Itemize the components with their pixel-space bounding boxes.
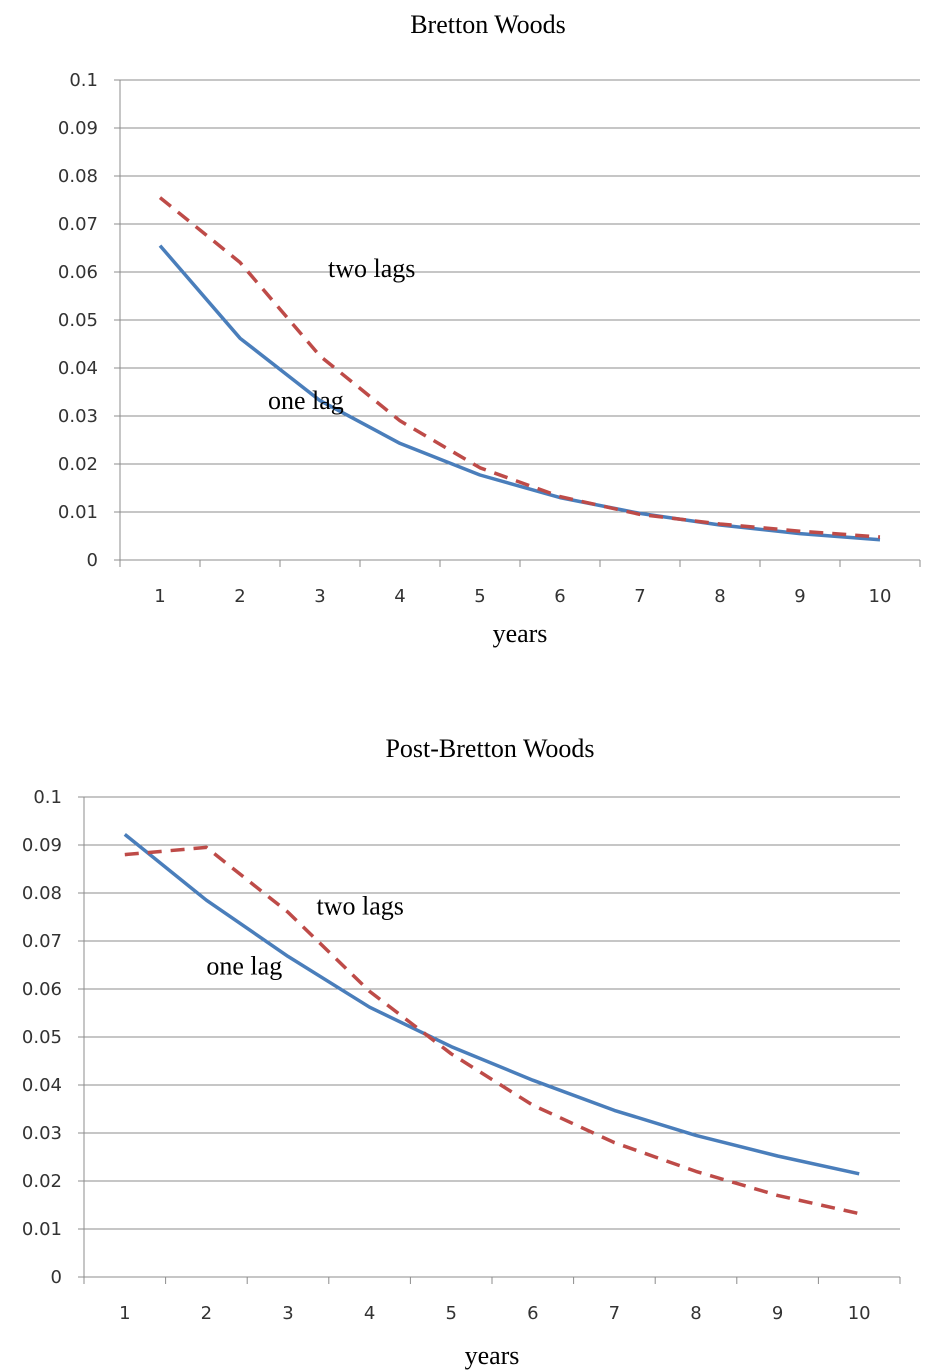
y-tick-label: 0.08 [58,166,98,187]
x-tick-label: 10 [869,586,892,607]
y-tick-label: 0.09 [58,118,98,139]
y-tick-label: 0.03 [58,406,98,427]
y-tick-label: 0.02 [22,1171,62,1192]
y-tick-label: 0.01 [58,502,98,523]
series-annotation: two lags [317,892,404,921]
y-tick-label: 0.05 [58,310,98,331]
x-tick-label: 2 [234,586,245,607]
x-tick-label: 8 [690,1303,701,1324]
y-tick-label: 0.09 [22,835,62,856]
series-line-one-lag [158,244,881,542]
series-line-two-lags [124,845,860,1216]
y-tick-label: 0.04 [58,358,98,379]
x-tick-label: 4 [364,1303,375,1324]
x-tick-label: 7 [609,1303,620,1324]
y-tick-label: 0.07 [22,931,62,952]
y-tick-label: 0 [51,1267,62,1288]
chart-title: Post-Bretton Woods [385,734,594,763]
y-tick-label: 0 [87,550,98,571]
y-tick-label: 0.05 [22,1027,62,1048]
y-tick-label: 0.04 [22,1075,62,1096]
x-tick-label: 10 [848,1303,871,1324]
x-tick-label: 3 [314,586,325,607]
y-tick-label: 0.03 [22,1123,62,1144]
x-tick-label: 4 [394,586,405,607]
series-line-one-lag [123,833,860,1176]
y-tick-label: 0.08 [22,883,62,904]
y-tick-label: 0.1 [69,70,98,91]
chart-1: 0 0.01 0.02 0.03 0.04 0.05 0.06 0.07 0.08 0.09 0.1… [58,10,921,648]
x-tick-label: 5 [445,1303,456,1324]
x-tick-label: 5 [474,586,485,607]
x-tick-label: 9 [772,1303,783,1324]
x-tick-label: 6 [527,1303,538,1324]
x-tick-label: 8 [714,586,725,607]
y-tick-label: 0.01 [22,1219,62,1240]
y-tick-label: 0.1 [33,787,62,808]
series-annotation: one lag [206,952,282,981]
x-tick-label: 6 [554,586,565,607]
chart-title: Bretton Woods [410,10,566,39]
y-tick-label: 0.07 [58,214,98,235]
series-line-two-lags [158,196,881,539]
series-annotation: one lag [268,386,344,415]
x-tick-label: 2 [201,1303,212,1324]
x-axis-label: years [493,619,548,648]
x-tick-label: 9 [794,586,805,607]
chart-2: 0 0.01 0.02 0.03 0.04 0.05 0.06 0.07 0.08 0.09 0.1… [22,734,901,1370]
y-tick-label: 0.02 [58,454,98,475]
x-tick-label: 1 [119,1303,130,1324]
x-tick-label: 3 [282,1303,293,1324]
x-axis-label: years [465,1341,520,1370]
x-tick-label: 7 [634,586,645,607]
x-tick-label: 1 [154,586,165,607]
series-annotation: two lags [328,254,415,283]
y-tick-label: 0.06 [58,262,98,283]
y-tick-label: 0.06 [22,979,62,1000]
